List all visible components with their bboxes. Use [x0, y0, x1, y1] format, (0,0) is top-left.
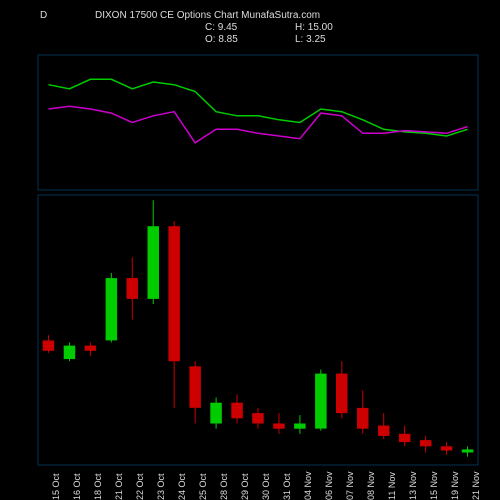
candlestick-panel [0, 0, 500, 500]
candle-body [357, 408, 369, 429]
candle-body [420, 440, 432, 446]
x-tick-label: 04 Nov [303, 471, 313, 500]
x-tick-label: 22 Oct [135, 473, 145, 500]
candle-body [252, 413, 264, 423]
x-tick-label: 29 Oct [240, 473, 250, 500]
candle-body [189, 366, 201, 408]
x-tick-label: 21 Oct [114, 473, 124, 500]
candle-body [106, 278, 118, 340]
x-tick-label: 13 Nov [408, 471, 418, 500]
x-tick-label: 11 Nov [387, 472, 397, 500]
candle-body [273, 424, 285, 429]
x-tick-label: 07 Nov [345, 471, 355, 500]
x-tick-label: 28 Oct [219, 473, 229, 500]
chart-root: { "header": { "d_label": "D", "title": "… [0, 0, 500, 500]
x-tick-label: 21 Nov [471, 471, 481, 500]
x-tick-label: 15 Nov [429, 471, 439, 500]
candle-body [336, 374, 348, 414]
candle-body [127, 278, 139, 299]
candle-body [315, 374, 327, 429]
candle-body [210, 403, 222, 424]
x-tick-label: 31 Oct [282, 473, 292, 500]
x-tick-label: 25 Oct [198, 473, 208, 500]
candle-body [148, 226, 160, 299]
x-tick-label: 23 Oct [156, 473, 166, 500]
x-tick-label: 18 Oct [93, 473, 103, 500]
candle-body [462, 449, 474, 452]
x-tick-label: 24 Oct [177, 473, 187, 500]
candle-body [378, 426, 390, 436]
candle-body [85, 346, 97, 351]
x-tick-label: 19 Nov [450, 471, 460, 500]
x-tick-label: 15 Oct [51, 473, 61, 500]
x-tick-label: 30 Oct [261, 473, 271, 500]
candle-body [294, 424, 306, 429]
candle-body [399, 434, 411, 442]
candle-body [43, 340, 55, 350]
x-tick-label: 06 Nov [324, 471, 334, 500]
candle-body [231, 403, 243, 419]
x-tick-label: 08 Nov [366, 471, 376, 500]
candle-body [441, 446, 453, 450]
x-tick-label: 16 Oct [72, 473, 82, 500]
candle-body [168, 226, 180, 361]
candle-body [64, 346, 75, 360]
